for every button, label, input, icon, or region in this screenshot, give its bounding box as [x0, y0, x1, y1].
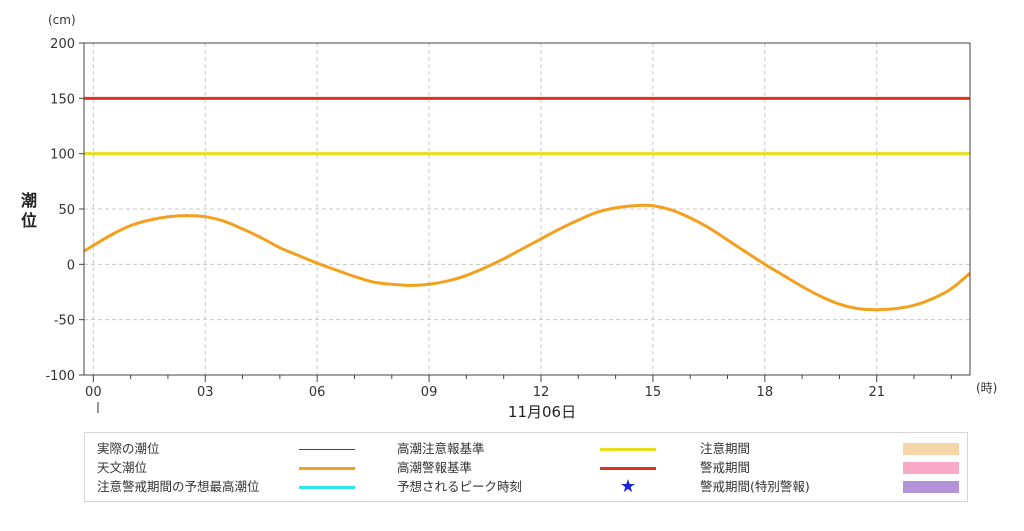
x-tick-label: 18: [757, 385, 774, 400]
legend-item: 予想されるピーク時刻 ★: [397, 477, 660, 497]
x-tick-label: 00: [85, 385, 102, 400]
legend-label: 注意期間: [700, 441, 751, 456]
reference-lines: [84, 96, 970, 156]
legend-label: 高潮警報基準: [397, 460, 473, 475]
y-tick-label: -100: [45, 369, 75, 384]
y-axis-label: 潮位: [21, 191, 37, 230]
legend-box-swatch: [903, 462, 959, 474]
y-tick-label: 200: [50, 37, 75, 52]
x-tick-label: 12: [533, 385, 550, 400]
legend-item: 高潮注意報基準: [397, 439, 660, 459]
series-layer: [83, 203, 971, 312]
x-tick-label: 06: [309, 385, 326, 400]
legend-label: 警戒期間(特別警報): [700, 479, 810, 494]
legend-box-swatch: [903, 481, 959, 493]
legend-label: 警戒期間: [700, 460, 751, 475]
x-tick-label: 15: [645, 385, 662, 400]
legend-line-swatch: [600, 448, 656, 451]
x-tick-label: 21: [868, 385, 885, 400]
legend-line-swatch: [299, 486, 355, 489]
legend-line-swatch: [600, 467, 656, 470]
y-ticks: 200 150 100 50 0 -50 -100: [45, 37, 84, 384]
series-line-tide: [83, 203, 971, 312]
legend-item: 天文潮位: [97, 458, 359, 478]
x-tick-label: 09: [421, 385, 438, 400]
legend-line-swatch: [299, 449, 355, 450]
date-label: 11月06日: [508, 403, 576, 421]
legend-label: 実際の潮位: [97, 441, 160, 456]
y-tick-label: 100: [50, 148, 75, 163]
legend-box-swatch: [903, 443, 959, 455]
y-tick-label: -50: [54, 314, 75, 329]
legend-label: 予想されるピーク時刻: [397, 479, 523, 494]
tide-chart: 200 150 100 50 0 -50 -100 00 03 06 09 12 15 18 21 (cm…: [21, 13, 997, 421]
legend-item: 高潮警報基準: [397, 458, 660, 478]
x-unit-label: (時): [976, 381, 997, 395]
legend-label: 高潮注意報基準: [397, 441, 485, 456]
legend: 実際の潮位天文潮位注意警戒期間の予想最高潮位 高潮注意報基準 高潮警報基準予想される…: [84, 432, 968, 502]
x-ticks: 00 03 06 09 12 15 18 21: [85, 375, 952, 400]
legend-item: 注意期間: [700, 439, 963, 459]
legend-label: 天文潮位: [97, 460, 148, 475]
legend-item: 実際の潮位: [97, 439, 359, 459]
grid: [84, 43, 970, 375]
y-tick-label: 0: [67, 258, 75, 273]
legend-item: 警戒期間: [700, 458, 963, 478]
star-icon: ★: [619, 476, 637, 497]
legend-label: 注意警戒期間の予想最高潮位: [97, 479, 260, 494]
y-tick-label: 150: [50, 92, 75, 107]
legend-line-swatch: [299, 467, 355, 470]
y-tick-label: 50: [58, 203, 75, 218]
legend-item: 警戒期間(特別警報): [700, 477, 963, 497]
x-tick-label: 03: [197, 385, 214, 400]
legend-item: 注意警戒期間の予想最高潮位: [97, 477, 359, 497]
y-unit-label: (cm): [48, 13, 76, 27]
